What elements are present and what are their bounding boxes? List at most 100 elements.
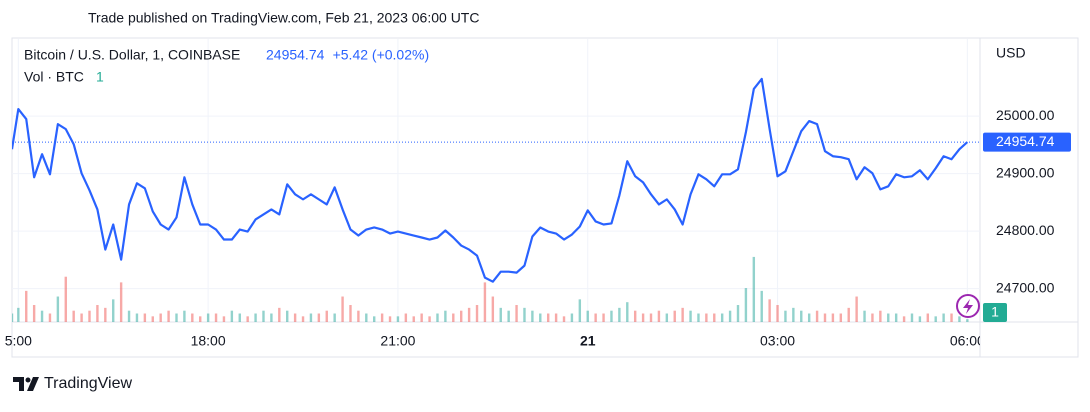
volume-bar (317, 313, 321, 322)
volume-bar (760, 290, 763, 322)
published-note: Trade published on TradingView.com, Feb … (88, 10, 479, 26)
y-tick-label: 25000.00 (996, 107, 1055, 123)
volume-bar (270, 313, 273, 322)
volume-bar (104, 307, 107, 322)
volume-bar (594, 313, 597, 322)
volume-bar (562, 316, 566, 322)
volume-last-label: 1 (991, 304, 999, 320)
volume-title: Vol · BTC (24, 69, 84, 85)
volume-last-box (983, 303, 1007, 322)
volume-bar (958, 316, 961, 322)
volume-bar (887, 313, 890, 322)
volume-bar (286, 310, 289, 322)
volume-bar (460, 310, 463, 322)
volume-bar (950, 313, 953, 322)
brand-name: TradingView (44, 375, 132, 392)
volume-bar (278, 307, 281, 322)
volume-bar (554, 313, 558, 322)
volume-bar (199, 316, 202, 322)
volume-bar (48, 313, 52, 322)
volume-bar (428, 316, 431, 322)
volume-bar (396, 316, 400, 322)
volume-bar (879, 310, 882, 322)
volume-bar (159, 313, 162, 322)
symbol-title: Bitcoin / U.S. Dollar, 1, COINBASE (24, 47, 240, 63)
volume-bar (357, 310, 360, 322)
volume-bar (871, 313, 874, 322)
volume-bar (80, 313, 83, 322)
volume-bar (293, 313, 297, 322)
brand-logo (13, 377, 39, 391)
volume-bars (12, 256, 969, 322)
y-tick-label: 24700.00 (996, 279, 1055, 295)
volume-bar (966, 319, 969, 322)
lightning-icon (963, 299, 973, 314)
volume-bar (705, 313, 708, 322)
volume-bar (689, 310, 692, 322)
volume-bar (246, 316, 249, 322)
plot (12, 77, 980, 283)
volume-bar (72, 310, 75, 322)
volume-bar (143, 313, 147, 322)
volume-bar (96, 305, 99, 322)
volume-bar (333, 313, 336, 322)
volume-bar (807, 313, 811, 322)
volume-bar (902, 316, 906, 322)
legend-change: +5.42 (+0.02%) (333, 47, 430, 63)
volume-bar (309, 313, 313, 322)
volume-bar (183, 310, 186, 322)
volume-bar (388, 316, 392, 322)
volume-bar (626, 302, 629, 322)
volume-bar (412, 316, 415, 322)
volume-bar (341, 296, 344, 322)
volume-bar (127, 310, 131, 322)
volume-bar (855, 296, 858, 322)
volume-bar (452, 313, 455, 322)
volume-bar (847, 307, 850, 322)
volume-bar (365, 313, 368, 322)
volume-bar (56, 296, 60, 322)
volume-bar (539, 313, 542, 322)
volume-bar (206, 313, 210, 322)
volume-bar (934, 316, 937, 322)
volume-bar (792, 307, 795, 322)
volume-bar (649, 313, 653, 322)
volume-bar (665, 313, 669, 322)
legend-price: 24954.74 (266, 47, 325, 63)
volume-bar (380, 313, 384, 322)
volume-bar (610, 310, 613, 322)
volume-bar (222, 316, 226, 322)
volume-bar (720, 313, 724, 322)
volume-bar (40, 310, 44, 322)
x-tick-label: 5:00 (5, 333, 32, 349)
volume-bar (633, 310, 637, 322)
grid (12, 39, 980, 322)
volume-bar (420, 313, 423, 322)
volume-bar (175, 313, 178, 322)
volume-bar (349, 305, 352, 322)
volume-bar (910, 313, 914, 322)
volume-bar (238, 313, 241, 322)
volume-bar (776, 305, 779, 322)
volume-bar (894, 313, 898, 322)
volume-bar (214, 313, 218, 322)
x-tick-label: 18:00 (191, 333, 226, 349)
volume-bar (736, 305, 740, 322)
volume-bar (602, 313, 605, 322)
volume-bar (768, 299, 771, 322)
volume-bar (784, 310, 787, 322)
last-price-label: 24954.74 (996, 133, 1055, 149)
volume-bar (230, 310, 234, 322)
volume-bar (507, 310, 510, 322)
volume-bar (657, 310, 661, 322)
volume-bar (135, 313, 139, 322)
volume-bar (301, 316, 305, 322)
volume-bar (475, 305, 479, 322)
volume-bar (325, 310, 328, 322)
x-tick-label: 21:00 (380, 333, 415, 349)
volume-bar (673, 310, 676, 322)
y-axis-label: USD (996, 45, 1026, 61)
volume-bar (167, 310, 170, 322)
volume-bar (191, 313, 194, 322)
